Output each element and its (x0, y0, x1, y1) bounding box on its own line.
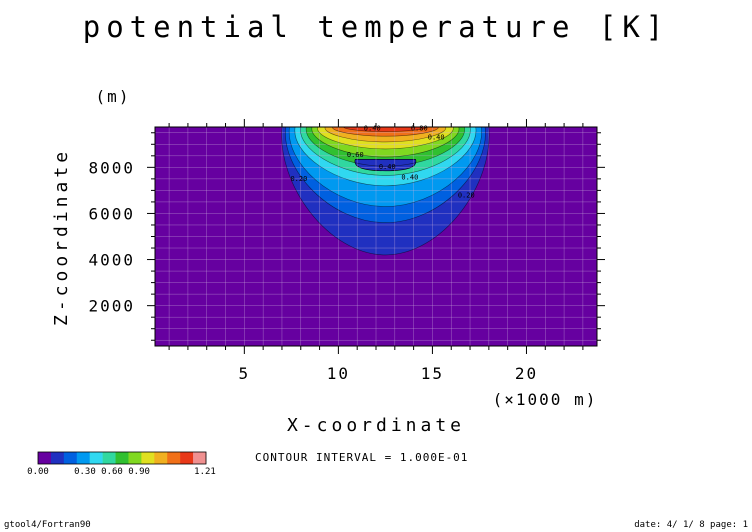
colorbar-frame (37, 451, 207, 465)
colorbar-swatch (50, 452, 65, 464)
colorbar-swatch (180, 452, 194, 464)
footer-left: gtool4/Fortran90 (4, 520, 91, 530)
contour-label: 0.60 (347, 151, 364, 159)
x-tick-label: 20 (515, 364, 538, 383)
contour-fill-10 (343, 127, 427, 132)
contour-fill-layer (281, 127, 490, 255)
contour-label: 0.40 (364, 124, 381, 132)
colorbar-swatch (89, 452, 103, 464)
colorbar-swatch (154, 452, 168, 464)
colorbar-swatch (128, 452, 142, 464)
chart-title: potential temperature [K] (83, 10, 670, 44)
contour-line-8 (324, 126, 446, 143)
colorbar-swatch (167, 452, 181, 464)
colorbar (37, 451, 207, 465)
contour-line-layer (281, 126, 490, 256)
contour-line-3 (294, 126, 477, 187)
colorbar-swatch (141, 452, 155, 464)
colorbar-swatch (193, 452, 207, 464)
colorbar-swatch (102, 452, 116, 464)
contour-line-1 (285, 126, 486, 223)
y-tick-labels: 2000 4000 6000 8000 (88, 158, 135, 316)
colorbar-min-label: 0.00 (27, 467, 49, 477)
y-tick-label: 6000 (88, 204, 135, 223)
footer-right: date: 4/ 1/ 8 page: 1 (634, 520, 748, 530)
contour-line-6 (311, 126, 460, 158)
contour-line-10 (343, 126, 428, 132)
colorbar-swatch (63, 452, 78, 464)
contour-label: 0.20 (458, 191, 475, 199)
contour-label: 0.40 (379, 163, 396, 171)
contour-line-4 (300, 126, 471, 176)
y-tick-label: 8000 (88, 158, 135, 177)
contour-label: 0.80 (411, 124, 428, 132)
x-unit-label: (×1000 m) (493, 390, 598, 409)
plot-area: 0.40 0.800.600.400.400.400.200.20 (154, 124, 598, 347)
colorbar-max-label: 1.21 (194, 467, 216, 477)
contour-label: 0.40 (401, 174, 418, 182)
contour-label: 0.40 (428, 134, 445, 142)
colorbar-swatch (115, 452, 129, 464)
x-tick-label: 15 (421, 364, 444, 383)
contour-line-9 (332, 126, 439, 137)
colorbar-swatch (38, 452, 52, 464)
contour-line-2 (288, 126, 482, 207)
x-tick-label: 5 (239, 364, 251, 383)
tick-layer (147, 119, 605, 354)
grid-layer (155, 127, 597, 346)
contour-label: 0.20 (290, 175, 307, 183)
y-tick-label: 4000 (88, 251, 135, 270)
x-tick-labels: 5 10 15 20 (239, 364, 538, 383)
contour-label-layer: 0.40 0.800.600.400.400.400.200.20 (290, 124, 474, 199)
contour-line-5 (306, 126, 465, 167)
contour-line-7 (317, 126, 454, 150)
contour-line-0 (281, 126, 490, 256)
y-unit-label: (m) (96, 87, 131, 106)
contour-interval-text: CONTOUR INTERVAL = 1.000E-01 (255, 451, 468, 464)
y-tick-label: 2000 (88, 297, 135, 316)
x-axis-label: X-coordinate (287, 415, 465, 436)
y-axis-label: Z-coordinate (51, 148, 72, 326)
x-tick-label: 10 (327, 364, 350, 383)
colorbar-middle-labels: 0.30 0.60 0.90 (74, 467, 150, 477)
colorbar-swatch (76, 452, 90, 464)
